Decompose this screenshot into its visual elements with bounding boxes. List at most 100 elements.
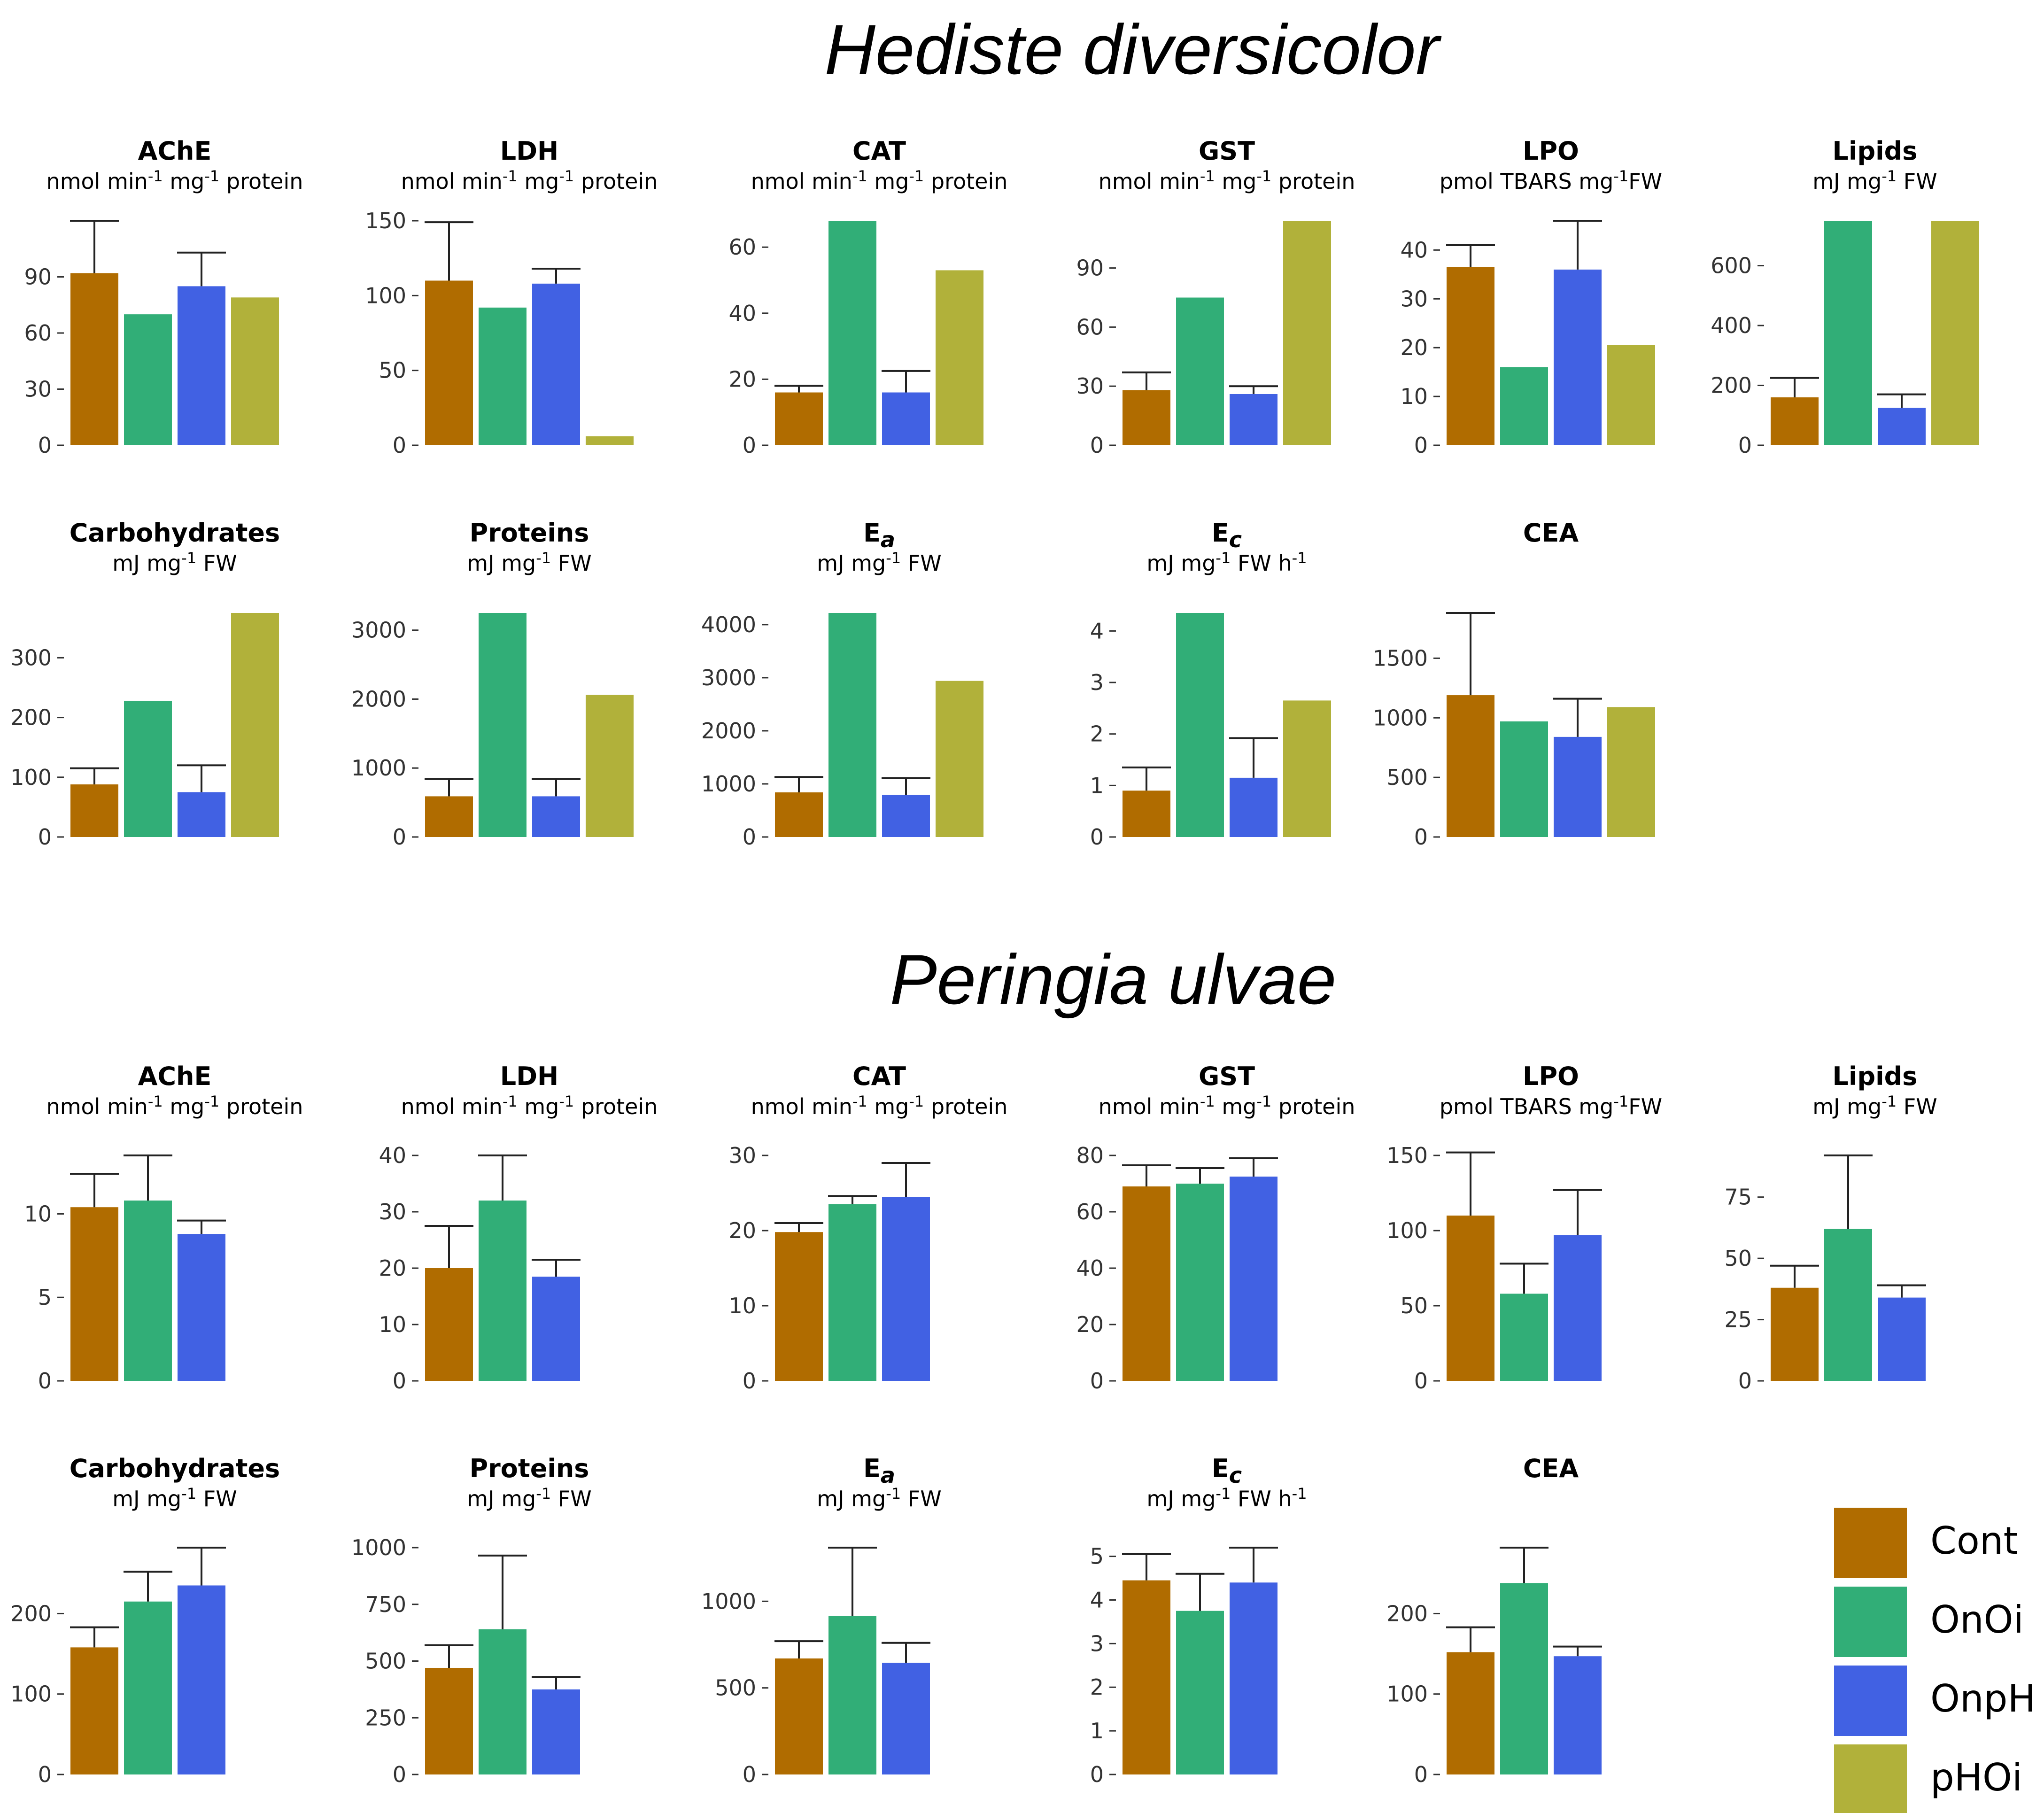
chart-title: LDH	[500, 1061, 558, 1091]
chart-subtitle: mJ mg-1 FW	[112, 549, 237, 576]
y-tick-label: 100	[10, 765, 52, 790]
y-tick-label: 0	[1738, 433, 1752, 458]
bar-onoi	[1500, 1294, 1548, 1381]
bar-onph	[532, 1277, 580, 1381]
bar-onph	[882, 1663, 930, 1774]
bar-cont	[425, 1268, 473, 1381]
y-tick-label: 150	[365, 208, 406, 233]
bar-onoi	[479, 307, 526, 445]
bar-cont	[425, 280, 473, 445]
y-tick-label: 0	[38, 1368, 52, 1394]
y-tick-label: 600	[1711, 253, 1752, 279]
bar-cont	[1447, 1652, 1494, 1774]
y-tick-label: 3000	[701, 665, 756, 690]
y-tick-label: 3	[1090, 1631, 1104, 1656]
chart-title: AChE	[138, 1061, 212, 1091]
y-tick-label: 1000	[351, 1535, 406, 1560]
chart-subtitle: mJ mg-1 FW	[1812, 167, 1937, 194]
chart-subtitle: mJ mg-1 FW	[112, 1485, 237, 1511]
bar-phoi	[936, 681, 983, 837]
bar-onoi	[1500, 721, 1548, 837]
bar-phoi	[1283, 700, 1331, 837]
y-tick-label: 2	[1090, 721, 1104, 747]
y-tick-label: 1000	[1373, 705, 1428, 730]
y-tick-label: 3000	[351, 618, 406, 643]
bar-cont	[70, 784, 118, 837]
chart-subtitle: nmol min-1 mg-1 protein	[1099, 167, 1355, 194]
y-tick-label: 10	[24, 1201, 52, 1226]
legend-swatch-onoi	[1834, 1587, 1907, 1657]
y-tick-label: 1000	[701, 1588, 756, 1614]
y-tick-label: 0	[743, 433, 756, 458]
y-tick-label: 100	[365, 283, 406, 308]
bar-cont	[425, 796, 473, 837]
chart-subtitle: nmol min-1 mg-1 protein	[46, 1092, 303, 1119]
y-tick-label: 75	[1724, 1185, 1752, 1210]
bar-cont	[1123, 390, 1170, 445]
y-tick-label: 0	[1090, 824, 1104, 850]
chart-title: Lipids	[1833, 136, 1918, 166]
chart-title: Carbohydrates	[70, 1454, 280, 1483]
y-tick-label: 60	[1076, 1199, 1104, 1224]
chart-title: CAT	[852, 1061, 906, 1091]
chart-title: Ea	[863, 518, 895, 552]
y-tick-label: 200	[10, 1601, 52, 1626]
chart-title: Proteins	[470, 518, 589, 548]
chart-subtitle: nmol min-1 mg-1 protein	[1099, 1092, 1355, 1119]
y-tick-label: 20	[728, 1218, 756, 1243]
bar-onph	[1230, 777, 1278, 837]
bar-onph	[532, 283, 580, 445]
y-tick-label: 0	[38, 824, 52, 850]
bar-cont	[775, 392, 823, 445]
legend-label-cont: Cont	[1930, 1519, 2018, 1563]
legend-swatch-phoi	[1834, 1744, 1907, 1813]
y-tick-label: 30	[24, 377, 52, 402]
y-tick-label: 2	[1090, 1674, 1104, 1700]
y-tick-label: 100	[1386, 1681, 1428, 1707]
bar-cont	[1447, 1216, 1494, 1381]
chart-subtitle: nmol min-1 mg-1 protein	[401, 1092, 658, 1119]
y-tick-label: 20	[728, 366, 756, 392]
y-tick-label: 3	[1090, 670, 1104, 695]
species-title-hediste: Hediste diversicolor	[824, 10, 1440, 89]
y-tick-label: 1000	[351, 755, 406, 781]
y-tick-label: 2000	[351, 686, 406, 712]
y-tick-label: 0	[1090, 1762, 1104, 1787]
bar-onoi	[1824, 1229, 1872, 1381]
y-tick-label: 2000	[701, 718, 756, 744]
bar-onph	[1554, 1656, 1602, 1774]
bar-cont	[775, 792, 823, 837]
bar-phoi	[1607, 707, 1655, 837]
y-tick-label: 30	[728, 1143, 756, 1168]
bar-cont	[1771, 1287, 1819, 1381]
bar-onoi	[828, 221, 876, 445]
chart-subtitle: pmol TBARS mg-1FW	[1440, 167, 1662, 194]
bar-onoi	[1176, 1611, 1224, 1774]
bar-onoi	[124, 314, 172, 445]
y-tick-label: 60	[728, 234, 756, 260]
y-tick-label: 200	[1711, 373, 1752, 398]
bar-onoi	[124, 700, 172, 837]
y-tick-label: 0	[393, 433, 406, 458]
chart-title: AChE	[138, 136, 212, 166]
y-tick-label: 25	[1724, 1307, 1752, 1333]
y-tick-label: 60	[24, 320, 52, 346]
y-tick-label: 0	[1414, 1762, 1428, 1787]
chart-title: CAT	[852, 136, 906, 166]
y-tick-label: 40	[1076, 1255, 1104, 1281]
legend-label-onph: OnpH	[1930, 1677, 2036, 1720]
bar-onoi	[828, 1616, 876, 1774]
bar-onph	[1878, 1297, 1926, 1381]
bar-phoi	[231, 297, 279, 445]
y-tick-label: 10	[1400, 384, 1428, 409]
